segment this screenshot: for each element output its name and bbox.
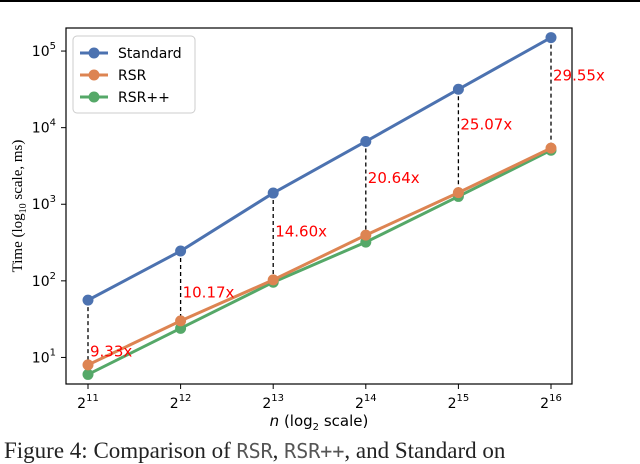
legend: Standard RSR RSR++: [72, 35, 196, 114]
speedup-annotation: 10.17x: [183, 284, 235, 302]
data-point: [82, 294, 94, 306]
series-standard: [82, 32, 557, 306]
x-tick-label: 212: [170, 393, 192, 412]
legend-marker: [88, 47, 100, 59]
legend-box: [72, 35, 196, 114]
data-point: [452, 187, 464, 199]
y-axis-label: Time (log10 scale, ms): [10, 140, 29, 273]
speedup-annotation: 20.64x: [368, 169, 420, 187]
y-tick-label: 101: [32, 347, 56, 366]
top-rule: [0, 0, 640, 2]
series-line: [87, 146, 552, 367]
legend-label: RSR++: [118, 90, 170, 106]
series-line: [87, 36, 552, 302]
data-point: [175, 245, 187, 257]
data-point: [360, 135, 372, 147]
data-point: [545, 32, 557, 44]
legend-label: RSR: [118, 68, 147, 84]
y-tick-label: 103: [32, 194, 56, 213]
series-line: [87, 148, 552, 376]
plot-frame: [65, 27, 573, 385]
y-axis-ticks: 101 102 103 104 105: [32, 41, 66, 366]
caption-code-rsrpp: RSR++: [284, 439, 345, 463]
caption-code-rsr: RSR: [236, 439, 273, 463]
x-tick-label: 213: [262, 393, 284, 412]
legend-marker: [88, 69, 100, 81]
x-axis-label: n (log2 scale): [270, 412, 369, 433]
data-point: [267, 187, 279, 199]
x-tick-label: 215: [448, 393, 470, 412]
x-tick-label: 214: [355, 393, 377, 412]
data-point: [82, 359, 94, 371]
speedup-annotation: 25.07x: [460, 115, 512, 133]
data-point: [267, 274, 279, 286]
caption-suffix: , and Standard on: [344, 438, 506, 463]
series-group: [82, 32, 557, 380]
data-point: [175, 315, 187, 327]
y-tick-label: 102: [32, 271, 56, 290]
speedup-annotation: 14.60x: [275, 223, 327, 241]
data-point: [452, 83, 464, 95]
speedup-annotation: 29.55x: [553, 66, 605, 84]
series-rsr: [82, 142, 557, 371]
caption-prefix: Figure 4: Comparison of: [4, 438, 237, 463]
x-tick-label: 211: [77, 393, 99, 412]
data-point: [82, 368, 94, 380]
figure-caption: Figure 4: Comparison of RSR, RSR++, and …: [0, 438, 640, 464]
legend-marker: [88, 91, 100, 103]
y-tick-label: 104: [32, 118, 56, 137]
caption-separator: ,: [272, 438, 285, 463]
y-tick-label: 105: [32, 41, 56, 60]
annotations: 9.33x 10.17x 14.60x 20.64x 25.07x 29.55x: [90, 66, 605, 360]
x-tick-label: 216: [540, 393, 562, 412]
data-point: [545, 142, 557, 154]
speedup-annotation: 9.33x: [90, 342, 132, 360]
ratio-connectors: [87, 37, 552, 365]
data-point: [360, 229, 372, 241]
x-axis-ticks: 211 212 213 214 215 216: [77, 384, 562, 412]
legend-label: Standard: [118, 46, 182, 62]
